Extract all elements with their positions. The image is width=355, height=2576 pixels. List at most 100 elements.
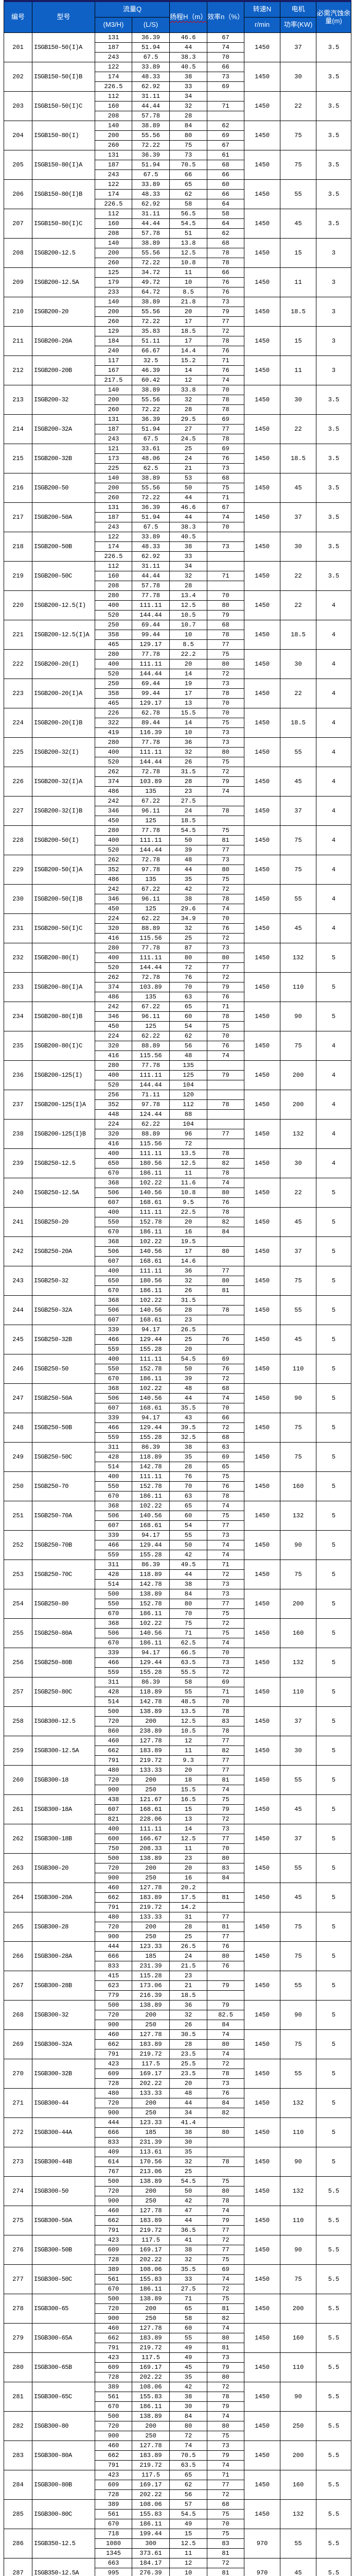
speed-value: 1450	[244, 91, 280, 121]
motor-power-value: 132	[280, 943, 316, 973]
flow-m3h-value: 500	[95, 2176, 132, 2187]
flow-ls-value: 155.28	[132, 1432, 170, 1443]
pump-no: 270	[4, 2059, 32, 2089]
flow-ls-value: 72.22	[132, 493, 170, 503]
pump-no: 244	[4, 1295, 32, 1325]
pump-subrow: 614 170.56 32 78	[4, 2157, 351, 2167]
head-value: 39	[169, 1374, 207, 1384]
head-value: 49.5	[169, 1560, 207, 1570]
flow-m3h-value: 260	[95, 140, 132, 150]
pump-entry-row: 275 ISGB300-50A 460 127.78 47 74 1450 110 5.5	[4, 2206, 351, 2235]
efficiency-value: 81	[207, 1285, 244, 1296]
pump-subrow: 400 111.11 50 81	[4, 835, 351, 845]
pump-no: 283	[4, 2441, 32, 2470]
flow-m3h-value: 160	[95, 101, 132, 111]
pump-model: ISGB300-50	[32, 2176, 95, 2206]
pump-no: 208	[4, 238, 32, 268]
flow-ls-value: 138.89	[132, 1853, 170, 1863]
motor-power-value: 110	[280, 2206, 316, 2235]
pump-entry-row: 211 ISGB200-20A 129 35.83 18.5 72 1450 15 3	[4, 326, 351, 356]
speed-value: 1450	[244, 121, 280, 150]
motor-power-value: 37	[280, 1706, 316, 1736]
pump-entry-row: 231 ISGB200-50(I)C 224 62.22 34.9 70 1450 45 4	[4, 913, 351, 943]
efficiency-value: 77	[207, 1931, 244, 1942]
pump-subrow: 419 116.39 10 73	[4, 727, 351, 738]
efficiency-value: 76	[207, 365, 244, 376]
npsh-value: 3.5	[316, 150, 351, 180]
head-value: 38	[169, 72, 207, 82]
motor-power-value: 18.5	[280, 708, 316, 738]
pump-subrow: 260 72.22 75 67	[4, 140, 351, 150]
flow-m3h-value: 486	[95, 992, 132, 1002]
head-value: 12.5	[169, 1158, 207, 1168]
head-value: 48	[169, 2088, 207, 2098]
efficiency-value: 80	[207, 2186, 244, 2196]
efficiency-value: 72	[207, 2284, 244, 2294]
head-value: 56	[169, 1041, 207, 1051]
head-value: 24	[169, 453, 207, 464]
pump-no: 210	[4, 297, 32, 327]
flow-ls-value: 62.22	[132, 1119, 170, 1129]
npsh-value: 5	[316, 1883, 351, 1912]
flow-ls-value: 231.39	[132, 1961, 170, 1971]
efficiency-value: 79	[207, 1804, 244, 1815]
efficiency-value	[207, 581, 244, 591]
pump-model: ISGB300-28	[32, 1912, 95, 1942]
flow-ls-value: 168.61	[132, 1403, 170, 1413]
flow-m3h-value: 174	[95, 541, 132, 552]
efficiency-value: 78	[207, 1726, 244, 1736]
flow-m3h-value: 250	[95, 620, 132, 630]
flow-m3h-value: 767	[95, 2166, 132, 2177]
npsh-value: 5	[316, 1442, 351, 1472]
pump-subrow: 623 173.06 21 79	[4, 1980, 351, 1991]
flow-m3h-value: 112	[95, 561, 132, 571]
flow-ls-value: 138.89	[132, 2411, 170, 2421]
pump-no: 218	[4, 532, 32, 562]
head-value: 15.5	[169, 1785, 207, 1795]
head-value: 50	[169, 483, 207, 493]
efficiency-value: 82	[207, 1745, 244, 1756]
head-value: 15	[169, 2529, 207, 2539]
pump-entry-row: 256 ISGB250-80B 339 94.17 66.5 70 1450 132 5	[4, 1648, 351, 1677]
flow-ls-value: 57.78	[132, 111, 170, 121]
flow-m3h-value: 607	[95, 1197, 132, 1208]
pump-subrow: 767 213.06 25	[4, 2166, 351, 2177]
head-value: 28	[169, 581, 207, 591]
pump-model: ISGB250-50A	[32, 1383, 95, 1413]
efficiency-value: 77	[207, 1599, 244, 1609]
efficiency-value: 66	[207, 189, 244, 199]
pump-no: 238	[4, 1119, 32, 1149]
speed-value: 1450	[244, 1765, 280, 1795]
efficiency-value: 72	[207, 933, 244, 943]
flow-m3h-value: 262	[95, 767, 132, 777]
flow-m3h-value: 995	[95, 2568, 132, 2576]
flow-ls-value: 135	[132, 786, 170, 796]
flow-m3h-value: 242	[95, 1002, 132, 1012]
flow-m3h-value: 520	[95, 845, 132, 855]
efficiency-value: 80	[207, 1276, 244, 1286]
efficiency-value: 74	[207, 1785, 244, 1795]
head-value: 24	[169, 806, 207, 816]
speed-value: 1450	[244, 1002, 280, 1031]
flow-m3h-value: 400	[95, 1148, 132, 1159]
head-value: 12.5	[169, 248, 207, 258]
flow-m3h-value: 791	[95, 1755, 132, 1766]
flow-m3h-value: 352	[95, 1099, 132, 1110]
motor-power-value: 90	[280, 2147, 316, 2177]
flow-ls-value: 51.94	[132, 512, 170, 522]
efficiency-value	[207, 1090, 244, 1100]
flow-ls-value: 213.06	[132, 2166, 170, 2177]
head-value: 42	[169, 2196, 207, 2206]
flow-ls-value: 35.83	[132, 326, 170, 336]
flow-ls-value: 94.17	[132, 1648, 170, 1658]
efficiency-value: 75	[207, 874, 244, 885]
npsh-value: 5.5	[316, 2529, 351, 2558]
flow-ls-value: 186.11	[132, 1227, 170, 1237]
flow-m3h-value: 226.5	[95, 199, 132, 209]
head-value: 65	[169, 2303, 207, 2314]
efficiency-value: 72	[207, 2235, 244, 2245]
pump-model: ISGB200-80(I)A	[32, 972, 95, 1002]
pump-no: 242	[4, 1236, 32, 1266]
flow-m3h-value: 226.5	[95, 551, 132, 562]
npsh-value: 5	[316, 2088, 351, 2118]
